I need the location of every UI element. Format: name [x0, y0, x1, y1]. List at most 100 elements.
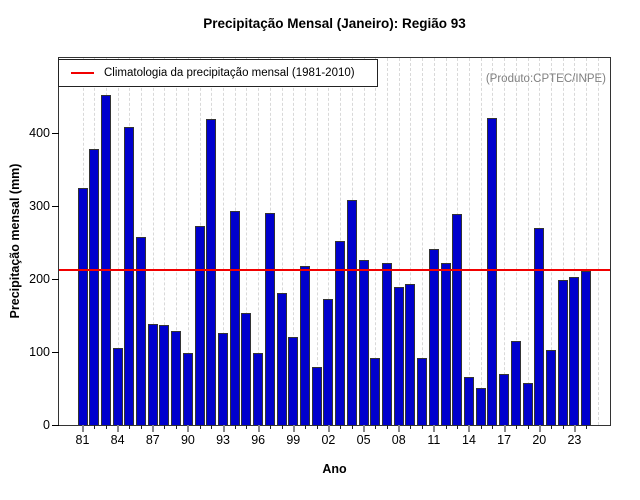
bar-1983 — [100, 95, 111, 425]
bar-1984 — [112, 348, 123, 425]
x-tick-2022 — [562, 425, 564, 429]
bar-2019 — [522, 383, 533, 425]
x-tick-1992 — [211, 425, 213, 429]
gridline — [562, 58, 564, 425]
gridline — [480, 58, 482, 425]
x-tick-1991 — [199, 425, 201, 429]
gridline — [363, 58, 365, 425]
gridline — [281, 58, 283, 425]
gridline — [504, 58, 506, 425]
gridline — [164, 58, 166, 425]
bar-2006 — [370, 358, 381, 425]
bar-2020 — [534, 228, 545, 425]
bar-2011 — [428, 249, 439, 425]
product-annotation: (Produto:CPTEC/INPE) — [485, 73, 606, 85]
x-tick-label-2014: 14 — [462, 433, 476, 447]
x-tick-2001 — [316, 425, 318, 429]
x-tick-1998 — [281, 425, 283, 429]
x-tick-label-1984: 84 — [110, 433, 125, 447]
y-tick-400 — [52, 132, 59, 134]
bar-2021 — [545, 350, 556, 425]
bar-2013 — [452, 214, 463, 425]
bar-1985 — [124, 127, 135, 425]
bar-2016 — [487, 118, 498, 425]
x-tick-2018 — [515, 425, 517, 429]
bar-2012 — [440, 263, 451, 425]
gridline — [187, 58, 189, 425]
x-tick-label-2020: 20 — [532, 433, 547, 447]
gridline — [387, 58, 388, 425]
bar-2008 — [393, 287, 404, 425]
bar-2004 — [346, 200, 357, 425]
gridline — [550, 58, 552, 425]
y-tick-label-400: 400 — [29, 125, 50, 140]
bar-1981 — [77, 188, 88, 425]
bar-2010 — [417, 358, 428, 425]
bar-1989 — [171, 331, 182, 425]
gridline — [176, 58, 178, 425]
x-tick-major-2005 — [363, 425, 366, 432]
gridline — [410, 58, 412, 425]
legend: Climatologia da precipitação mensal (198… — [58, 59, 378, 87]
y-tick-0 — [52, 425, 59, 426]
x-tick-label-1999: 99 — [286, 433, 301, 447]
x-tick-2004 — [351, 425, 353, 429]
bar-1994 — [229, 211, 240, 425]
y-tick-label-300: 300 — [29, 198, 50, 213]
y-tick-label-0: 0 — [43, 418, 50, 432]
x-tick-1988 — [164, 425, 166, 429]
x-tick-1997 — [269, 425, 271, 429]
x-tick-2019 — [527, 425, 529, 429]
bar-1988 — [159, 325, 170, 425]
x-tick-major-1999 — [292, 425, 295, 432]
bar-1993 — [218, 333, 229, 425]
bar-1998 — [276, 293, 287, 425]
gridline — [586, 58, 588, 425]
bar-2014 — [463, 377, 474, 425]
gridline — [422, 58, 424, 425]
gridline — [305, 58, 307, 425]
x-tick-2021 — [550, 425, 552, 429]
gridline — [433, 58, 435, 425]
x-tick-2013 — [457, 425, 459, 429]
plot-area: Climatologia da precipitação mensal (198… — [29, 57, 611, 447]
x-tick-2024 — [586, 425, 588, 429]
x-tick-label-2023: 23 — [567, 433, 582, 447]
y-tick-label-200: 200 — [29, 271, 50, 286]
legend-label: Climatologia da precipitação mensal (198… — [104, 67, 355, 79]
x-tick-major-2017 — [503, 425, 506, 432]
x-tick-major-2008 — [398, 425, 401, 432]
bar-2005 — [358, 260, 369, 425]
x-tick-1986 — [141, 425, 143, 429]
x-tick-major-2023 — [573, 425, 576, 432]
x-tick-label-1987: 87 — [145, 433, 160, 447]
x-tick-major-2002 — [327, 425, 330, 432]
bar-1996 — [253, 353, 264, 425]
x-tick-1983 — [105, 425, 107, 429]
x-tick-major-1996 — [257, 425, 260, 432]
bar-1992 — [206, 119, 217, 425]
x-tick-label-2011: 11 — [427, 433, 441, 447]
bar-2001 — [311, 367, 322, 425]
x-tick-label-1981: 81 — [75, 433, 90, 447]
gridline — [468, 58, 470, 425]
x-tick-2010 — [422, 425, 424, 429]
gridline — [152, 58, 154, 425]
x-tick-2012 — [445, 425, 447, 429]
y-tick-100 — [52, 351, 59, 353]
x-tick-2003 — [340, 425, 342, 429]
chart-title: Precipitação Mensal (Janeiro): Região 93 — [203, 16, 466, 31]
x-tick-major-2014 — [468, 425, 471, 432]
bar-1987 — [147, 324, 158, 425]
x-tick-2000 — [305, 425, 307, 429]
x-tick-1995 — [246, 425, 248, 429]
bar-2003 — [335, 241, 346, 425]
gridline — [316, 58, 318, 425]
y-tick-200 — [52, 278, 59, 280]
x-tick-1982 — [94, 425, 96, 429]
gridline — [293, 58, 295, 425]
x-tick-label-1990: 90 — [180, 433, 195, 447]
x-tick-label-1996: 96 — [251, 433, 266, 447]
bar-1982 — [89, 149, 100, 425]
